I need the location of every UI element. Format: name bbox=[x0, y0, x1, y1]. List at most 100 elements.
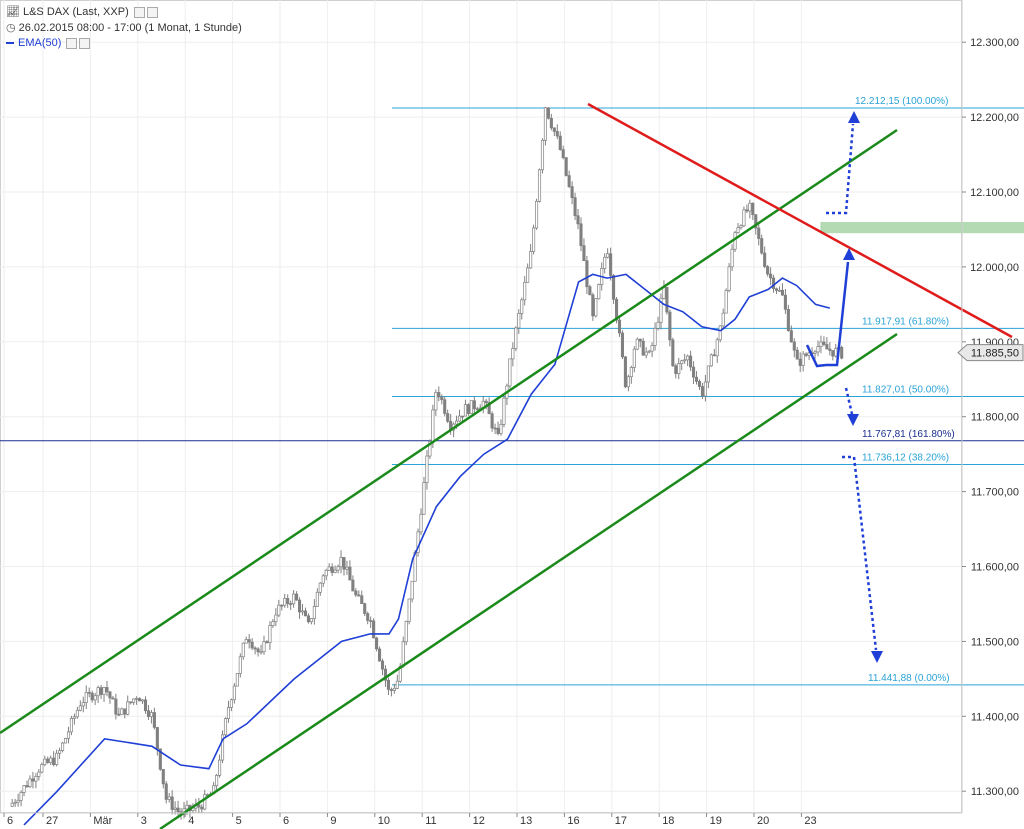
x-tick-label: Mär bbox=[93, 815, 112, 827]
candle-body bbox=[440, 396, 444, 401]
candle-body bbox=[377, 648, 382, 662]
candle-body bbox=[111, 697, 115, 700]
candle-body bbox=[680, 360, 684, 364]
bearish-target-arrowhead bbox=[871, 651, 883, 663]
candle-body bbox=[588, 286, 592, 296]
candle-body bbox=[446, 413, 450, 422]
candle-body bbox=[834, 348, 838, 357]
candle-body bbox=[345, 566, 349, 570]
resistance-zone bbox=[820, 221, 1024, 234]
x-tick-label: 9 bbox=[330, 815, 336, 827]
candle-body bbox=[185, 804, 189, 810]
chart-grid bbox=[0, 0, 962, 813]
candle-body bbox=[135, 698, 139, 700]
candle-body bbox=[298, 599, 302, 613]
candle-body bbox=[712, 354, 716, 357]
resistance-line bbox=[587, 102, 1013, 339]
candle-body bbox=[825, 344, 829, 350]
candle-body bbox=[434, 392, 438, 411]
candle-body bbox=[777, 289, 782, 292]
candle-body bbox=[108, 691, 112, 699]
close-button[interactable] bbox=[146, 6, 158, 18]
x-tick-label: 6 bbox=[7, 815, 13, 827]
candle-body bbox=[792, 341, 796, 351]
settings-button[interactable] bbox=[133, 6, 145, 18]
candle-body bbox=[117, 713, 121, 716]
candle-body bbox=[816, 346, 820, 353]
candle-body bbox=[235, 673, 239, 687]
candle-body bbox=[700, 386, 705, 397]
candle-body bbox=[617, 319, 622, 334]
candle-body bbox=[167, 796, 171, 800]
candle-body bbox=[772, 277, 776, 290]
candle-body bbox=[692, 366, 696, 378]
candle-body bbox=[677, 363, 681, 374]
candle-body bbox=[372, 620, 376, 639]
candle-body bbox=[641, 340, 645, 356]
y-tick-label: 11.500,00 bbox=[971, 636, 1019, 648]
candle-body bbox=[401, 641, 405, 667]
candle-body bbox=[745, 209, 749, 212]
candle-body bbox=[689, 355, 693, 368]
x-tick-label: 5 bbox=[236, 815, 242, 827]
candle-body bbox=[591, 294, 595, 317]
candle-body bbox=[176, 807, 180, 813]
candle-body bbox=[312, 606, 316, 619]
pullback-arrow bbox=[844, 387, 854, 415]
candle-body bbox=[757, 227, 761, 239]
candle-body bbox=[348, 566, 352, 581]
candle-body bbox=[774, 288, 779, 291]
candle-body bbox=[244, 639, 248, 644]
candle-body bbox=[709, 354, 713, 367]
candle-body bbox=[226, 707, 231, 719]
candlestick-series bbox=[10, 106, 844, 820]
candle-body bbox=[579, 223, 583, 247]
candle-body bbox=[197, 804, 201, 808]
bearish-target-arrow bbox=[842, 455, 878, 651]
candle-body bbox=[256, 648, 260, 653]
y-tick-label: 11.300,00 bbox=[971, 786, 1019, 798]
candle-body bbox=[389, 689, 393, 691]
candle-body bbox=[780, 289, 784, 296]
candle-body bbox=[289, 603, 293, 605]
candle-body bbox=[529, 251, 533, 269]
candle-body bbox=[656, 321, 660, 329]
candle-body bbox=[84, 691, 88, 703]
indicator-close-button[interactable] bbox=[79, 37, 91, 49]
candle-body bbox=[218, 759, 222, 776]
candle-body bbox=[635, 338, 639, 350]
candle-body bbox=[469, 400, 473, 414]
candle-body bbox=[220, 734, 225, 761]
candle-body bbox=[614, 298, 619, 321]
candle-body bbox=[484, 400, 488, 403]
candle-body bbox=[351, 579, 355, 592]
bullish-target-arrowhead bbox=[848, 111, 860, 123]
y-tick-label: 12.000,00 bbox=[970, 262, 1019, 274]
candle-body bbox=[223, 718, 228, 736]
chart-title: 📈︎ L&S DAX (Last, XXP) bbox=[6, 5, 158, 18]
indicator-settings-button[interactable] bbox=[66, 37, 78, 49]
x-tick-label: 27 bbox=[46, 815, 58, 827]
candle-body bbox=[638, 338, 642, 342]
candle-body bbox=[286, 598, 290, 604]
candle-body bbox=[466, 404, 470, 414]
candle-body bbox=[668, 311, 672, 341]
candle-body bbox=[594, 298, 598, 317]
candle-body bbox=[99, 687, 103, 695]
candle-body bbox=[265, 641, 269, 644]
candle-body bbox=[789, 330, 793, 343]
candle-body bbox=[751, 202, 755, 215]
candle-body bbox=[126, 701, 130, 715]
candle-body bbox=[715, 339, 719, 357]
candle-body bbox=[647, 350, 651, 353]
candle-body bbox=[555, 131, 559, 137]
candle-body bbox=[727, 266, 731, 291]
candle-body bbox=[603, 256, 607, 269]
candle-body bbox=[457, 415, 462, 422]
candle-body bbox=[828, 348, 832, 351]
candle-body bbox=[375, 637, 379, 650]
candle-body bbox=[425, 455, 429, 483]
candle-body bbox=[58, 750, 62, 754]
breakout-arrow bbox=[826, 261, 850, 367]
